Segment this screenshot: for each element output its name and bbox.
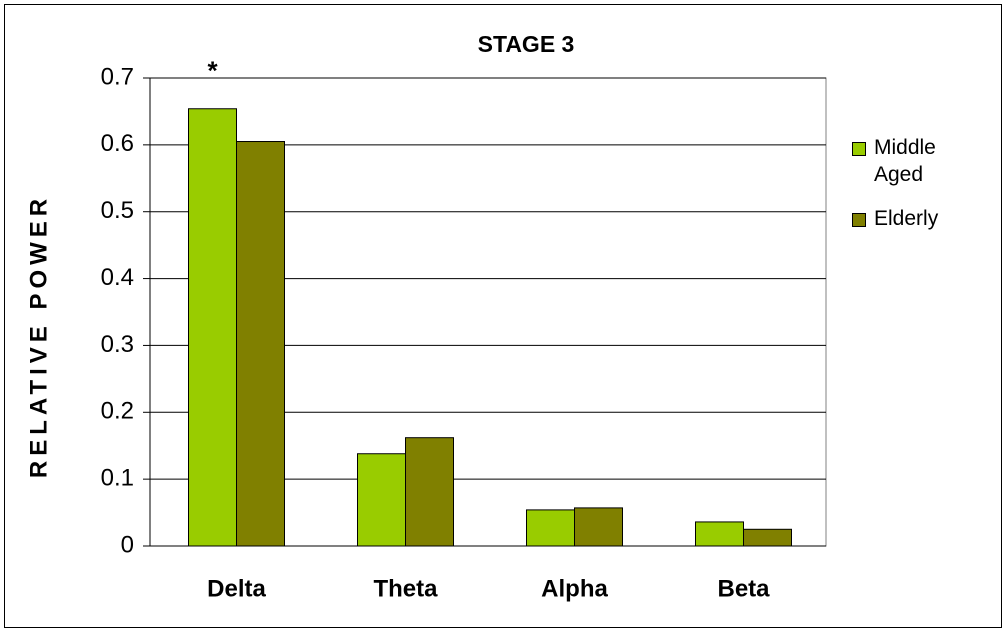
legend-label: Elderly [874,207,939,230]
x-tick-label: Alpha [541,575,608,602]
bar [695,521,744,547]
bar [526,509,575,547]
y-tick-label: 0.4 [101,264,134,291]
legend-item: Elderly [852,205,982,232]
x-tick-label: Theta [373,575,438,602]
y-tick-label: 0.3 [101,331,134,358]
x-tick-label: Delta [207,575,266,602]
y-tick-label: 0.2 [101,398,134,425]
bar [188,108,237,547]
legend-item: Middle Aged [852,134,982,188]
y-axis-label: RELATIVE POWER [25,194,52,478]
bar [405,437,454,547]
bar [743,528,792,547]
y-tick-label: 0.7 [101,63,134,90]
annotation: * [207,56,218,86]
legend-swatch [852,213,866,227]
legend-label: Middle Aged [874,136,936,186]
y-tick-label: 0.6 [101,130,134,157]
y-tick-label: 0.1 [101,464,134,491]
chart-title: STAGE 3 [478,31,575,57]
bar [574,507,623,547]
bar [236,141,285,547]
bar [357,453,406,547]
y-tick-label: 0.5 [101,197,134,224]
legend-swatch [852,142,866,156]
x-tick-label: Beta [717,575,770,602]
y-tick-label: 0 [121,531,134,558]
